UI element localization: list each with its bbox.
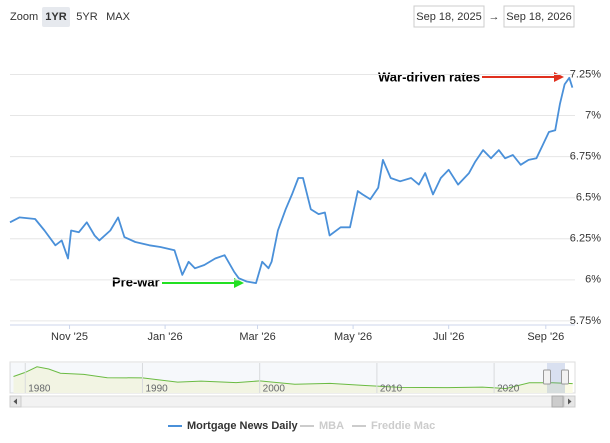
navigator-tick-label: 2020 — [497, 384, 520, 395]
legend-label[interactable]: MBA — [319, 420, 344, 432]
legend-label[interactable]: Freddie Mac — [371, 420, 435, 432]
x-tick-label: Mar '26 — [239, 331, 275, 343]
zoom-button-bg — [42, 7, 70, 27]
range-from[interactable]: Sep 18, 2025 — [416, 11, 481, 23]
range-separator: → — [489, 11, 500, 23]
annotation: Pre-war — [112, 274, 160, 289]
range-to[interactable]: Sep 18, 2026 — [506, 11, 571, 23]
y-tick-label: 7% — [585, 109, 601, 121]
legend-label[interactable]: Mortgage News Daily — [187, 420, 299, 432]
zoom-label: Zoom — [10, 11, 38, 23]
x-tick-label: Sep '26 — [527, 331, 564, 343]
navigator-area — [13, 366, 573, 393]
x-tick-label: Nov '25 — [51, 331, 88, 343]
navigator-tick-label: 1980 — [28, 384, 51, 395]
x-tick-label: May '26 — [334, 331, 372, 343]
navigator-tick-label: 2000 — [263, 384, 286, 395]
range-from-box[interactable] — [413, 5, 485, 28]
y-tick-label: 7.25% — [570, 68, 601, 80]
annotation-arrowhead — [234, 278, 244, 288]
navigator-tick-label: 1990 — [145, 384, 168, 395]
scroll-thumb[interactable] — [551, 395, 564, 408]
zoom-button[interactable]: 1YR — [45, 11, 66, 23]
navigator-selection[interactable] — [547, 363, 565, 393]
navigator-mask — [10, 363, 547, 393]
series-line — [9, 76, 574, 284]
x-tick-label: Jul '26 — [433, 331, 464, 343]
navigator-tick-label: 2010 — [380, 384, 403, 395]
navigator-handle[interactable] — [543, 369, 551, 385]
annotation: War-driven rates — [378, 69, 480, 84]
y-tick-label: 6.75% — [570, 151, 601, 163]
scroll-right-arrow — [568, 398, 572, 405]
y-tick-label: 6.5% — [576, 192, 601, 204]
scrollbar[interactable] — [9, 395, 576, 408]
scroll-left-arrow — [13, 398, 17, 405]
y-tick-label: 6% — [585, 274, 601, 286]
navigator-handle[interactable] — [561, 369, 569, 385]
zoom-button[interactable]: MAX — [106, 11, 131, 23]
y-tick-label: 6.25% — [570, 233, 601, 245]
range-to-box[interactable] — [503, 5, 575, 28]
x-tick-label: Jan '26 — [148, 331, 183, 343]
zoom-button[interactable]: 5YR — [76, 11, 97, 23]
y-tick-label: 5.75% — [570, 315, 601, 327]
